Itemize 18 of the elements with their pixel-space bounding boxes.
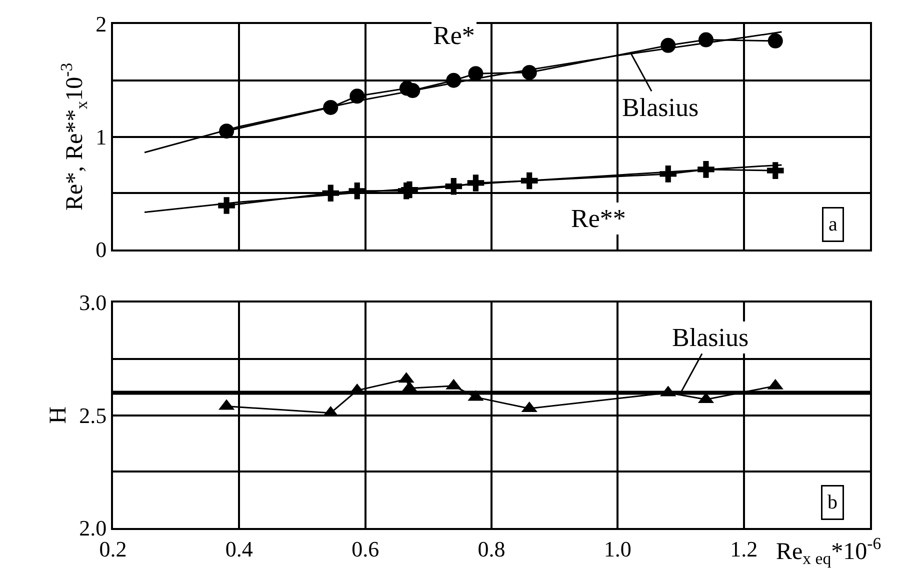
x-tick-label: 0.6 (352, 536, 380, 562)
y-tick-label: 2.5 (79, 402, 107, 428)
x-tick-label: 0.8 (478, 536, 506, 562)
annotation: Blasius (622, 93, 699, 122)
annotation: Re* (433, 21, 475, 50)
annotation: b (828, 492, 838, 514)
x-tick-label: 0.4 (225, 536, 253, 562)
annotation: a (828, 214, 838, 236)
x-axis-title: Re$_{x eq}$*10$^{-6}$ (776, 534, 882, 568)
y-tick-label: 0 (96, 237, 107, 262)
y-tick-label: 1 (96, 124, 107, 150)
x-tick-label: 1.0 (604, 536, 632, 562)
annotation: Blasius (672, 323, 749, 352)
y-tick-label: 3.0 (79, 290, 107, 316)
annotation: Re** (571, 204, 626, 233)
y-axis-title: H (46, 406, 72, 424)
x-tick-label: 1.2 (730, 536, 758, 562)
y-tick-label: 2 (96, 12, 107, 37)
